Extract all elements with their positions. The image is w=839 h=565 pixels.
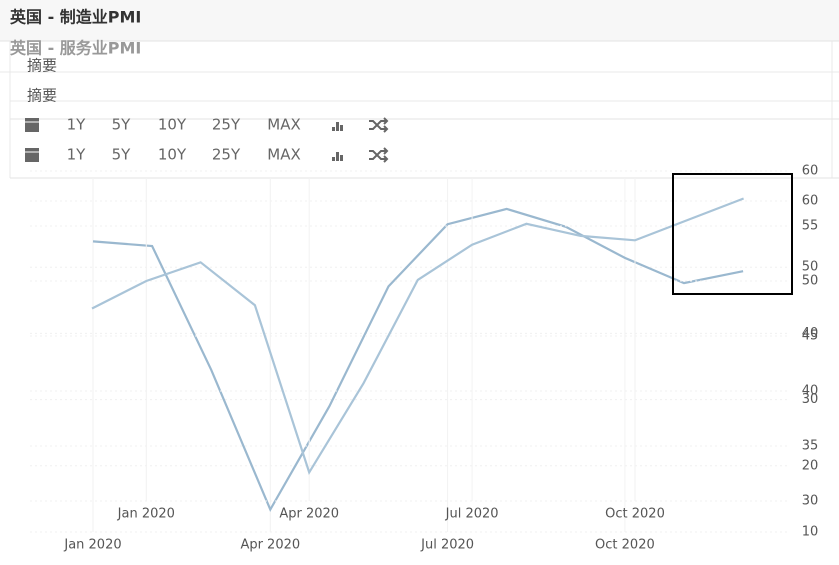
bar-icon[interactable] bbox=[332, 157, 335, 161]
chart-title: 英国 - 服务业PMI bbox=[9, 39, 141, 58]
bar-icon[interactable] bbox=[332, 127, 335, 131]
bar-icon[interactable] bbox=[336, 152, 339, 161]
calendar-icon[interactable] bbox=[25, 118, 39, 132]
x-tick-label: Apr 2020 bbox=[240, 538, 300, 553]
range-button[interactable]: 5Y bbox=[112, 116, 132, 134]
x-tick-label: Jul 2020 bbox=[420, 538, 474, 553]
bar-icon[interactable] bbox=[336, 122, 339, 131]
highlight-box bbox=[672, 173, 793, 295]
range-button[interactable]: 5Y bbox=[112, 146, 132, 164]
x-tick-label: Apr 2020 bbox=[279, 507, 339, 522]
y-tick-label: 60 bbox=[802, 164, 819, 179]
y-tick-label: 30 bbox=[802, 494, 819, 509]
shuffle-icon[interactable] bbox=[369, 147, 389, 163]
calendar-icon[interactable] bbox=[25, 148, 39, 162]
data-line bbox=[91, 197, 744, 476]
y-tick-label: 35 bbox=[802, 439, 819, 454]
y-tick-label: 40 bbox=[802, 384, 819, 399]
shuffle-icon[interactable] bbox=[369, 117, 389, 133]
bar-icon[interactable] bbox=[340, 125, 343, 131]
summary-tab[interactable]: 摘要 bbox=[27, 87, 57, 105]
y-tick-label: 60 bbox=[802, 194, 819, 209]
y-tick-label: 45 bbox=[802, 329, 819, 344]
y-tick-label: 10 bbox=[802, 525, 819, 540]
header-band bbox=[0, 0, 839, 41]
range-button[interactable]: 1Y bbox=[67, 116, 87, 134]
x-tick-label: Oct 2020 bbox=[605, 507, 665, 522]
data-line bbox=[92, 207, 744, 512]
range-button[interactable]: 10Y bbox=[158, 146, 187, 164]
y-tick-label: 50 bbox=[802, 274, 819, 289]
y-tick-label: 20 bbox=[802, 458, 819, 473]
chart-title: 英国 - 制造业PMI bbox=[9, 8, 141, 27]
range-button[interactable]: MAX bbox=[267, 116, 300, 134]
y-tick-label: 55 bbox=[802, 219, 819, 234]
range-button[interactable]: 10Y bbox=[158, 116, 187, 134]
range-button[interactable]: 25Y bbox=[212, 116, 241, 134]
range-button[interactable]: 25Y bbox=[212, 146, 241, 164]
summary-tab[interactable]: 摘要 bbox=[27, 57, 57, 75]
x-tick-label: Jan 2020 bbox=[63, 538, 121, 553]
x-tick-label: Jan 2020 bbox=[117, 507, 175, 522]
y-tick-label: 50 bbox=[802, 260, 819, 275]
y-tick-label: 40 bbox=[802, 326, 819, 341]
y-tick-label: 30 bbox=[802, 392, 819, 407]
bar-icon[interactable] bbox=[340, 155, 343, 161]
range-button[interactable]: MAX bbox=[267, 146, 300, 164]
x-tick-label: Jul 2020 bbox=[445, 507, 499, 522]
range-button[interactable]: 1Y bbox=[67, 146, 87, 164]
x-tick-label: Oct 2020 bbox=[595, 538, 655, 553]
